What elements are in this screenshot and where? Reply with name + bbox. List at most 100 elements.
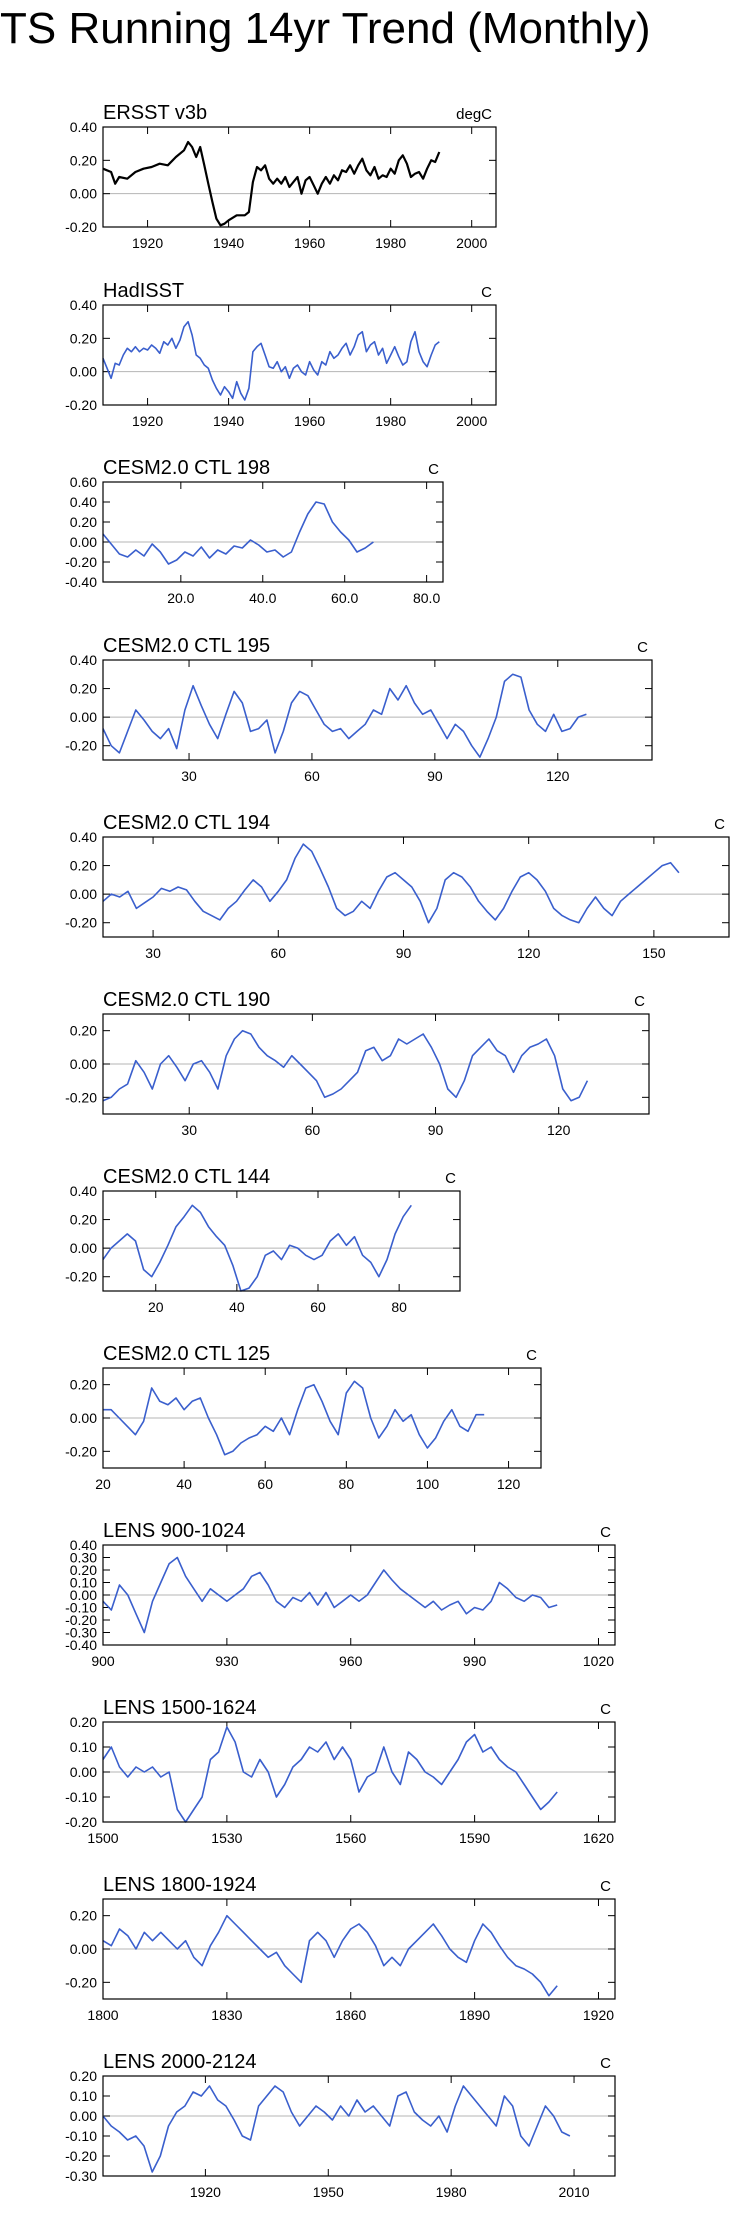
- y-tick-label: 0.40: [70, 652, 97, 668]
- series-line: [102, 1029, 589, 1102]
- plot-frame: [102, 2075, 616, 2177]
- y-tick-label: -0.40: [65, 1637, 97, 1653]
- series-line: [102, 501, 374, 565]
- y-tick-label: 0.40: [70, 297, 97, 313]
- chart-panel-2: HadISST C -0.20 0.00 0.20 0.40 1920 1940 1960 198…: [65, 280, 497, 429]
- x-tick-label: 120: [517, 945, 541, 961]
- panel-title: LENS 2000-2124: [103, 2051, 256, 2073]
- y-tick-label: 0.20: [70, 1562, 97, 1578]
- panel-units-label: C: [445, 1170, 456, 1187]
- y-tick-label: 0.60: [70, 474, 97, 490]
- chart-panel-4: CESM2.0 CTL 195 C -0.20 0.00 0.20 0.40 30 60 90 1…: [65, 635, 653, 784]
- x-tick-label: 1560: [335, 1830, 366, 1846]
- x-tick-label: 30: [181, 768, 197, 784]
- x-tick-label: 60: [310, 1299, 326, 1315]
- y-tick-label: 0.20: [70, 1212, 97, 1228]
- x-tick-label: 1800: [87, 2007, 118, 2023]
- y-tick-label: 0.00: [70, 886, 97, 902]
- x-tick-label: 90: [428, 1122, 444, 1138]
- x-tick-label: 1860: [335, 2007, 366, 2023]
- plot-frame: [102, 1013, 650, 1115]
- x-tick-label: 960: [339, 1653, 363, 1669]
- y-tick-label: 0.00: [70, 709, 97, 725]
- y-tick-label: -0.20: [65, 219, 97, 235]
- panel-title: LENS 1800-1924: [103, 1874, 256, 1896]
- plot-frame: [102, 304, 497, 406]
- plot-frame: [102, 1544, 616, 1646]
- y-tick-label: 0.20: [70, 1714, 97, 1730]
- y-tick-label: -0.20: [65, 1269, 97, 1285]
- x-tick-label: 90: [427, 768, 443, 784]
- y-tick-label: -0.20: [65, 1089, 97, 1105]
- plot-frame: [102, 126, 497, 228]
- plot-frame: [102, 659, 653, 761]
- x-tick-label: 1620: [583, 1830, 614, 1846]
- x-tick-label: 1590: [459, 1830, 490, 1846]
- x-tick-label: 1530: [211, 1830, 242, 1846]
- x-tick-label: 80: [339, 1476, 355, 1492]
- series-line: [102, 1914, 558, 1997]
- panel-title: ERSST v3b: [103, 102, 207, 124]
- x-tick-label: 2010: [558, 2184, 589, 2200]
- x-tick-label: 60: [257, 1476, 273, 1492]
- x-tick-label: 120: [547, 1122, 571, 1138]
- x-tick-label: 1020: [583, 1653, 614, 1669]
- x-tick-label: 1980: [375, 413, 406, 429]
- panel-units-label: C: [714, 816, 725, 833]
- chart-panel-12: LENS 2000-2124 C -0.30 -0.20 -0.10 0.00 0.10 0.…: [65, 2051, 616, 2200]
- x-tick-label: 20: [95, 1476, 111, 1492]
- chart-panel-5: CESM2.0 CTL 194 C -0.20 0.00 0.20 0.40 30 60 90 1…: [65, 812, 730, 961]
- x-tick-label: 1940: [213, 235, 244, 251]
- y-tick-label: 0.00: [70, 1240, 97, 1256]
- y-tick-label: 0.20: [70, 1908, 97, 1924]
- y-tick-label: 0.10: [70, 1575, 97, 1591]
- panel-title: CESM2.0 CTL 195: [103, 635, 270, 657]
- y-tick-label: 0.40: [70, 829, 97, 845]
- chart-panel-8: CESM2.0 CTL 125 C -0.20 0.00 0.20 20 40 60 80 100…: [65, 1343, 542, 1492]
- y-tick-label: 0.00: [70, 1410, 97, 1426]
- y-tick-label: -0.20: [65, 397, 97, 413]
- x-tick-label: 2000: [456, 235, 487, 251]
- series-line: [102, 1204, 412, 1292]
- x-tick-label: 1890: [459, 2007, 490, 2023]
- y-tick-label: -0.30: [65, 1625, 97, 1641]
- y-tick-label: -0.10: [65, 2128, 97, 2144]
- plot-frame: [102, 1367, 542, 1469]
- chart-panel-9: LENS 900-1024 C-0.40-0.30-0.20-0.100.000.…: [65, 1520, 616, 1669]
- y-tick-label: 0.20: [70, 681, 97, 697]
- x-tick-label: 1960: [294, 413, 325, 429]
- x-tick-label: 60: [304, 768, 320, 784]
- panel-title: LENS 1500-1624: [103, 1697, 256, 1719]
- y-tick-label: 0.40: [70, 1537, 97, 1553]
- panel-units-label: C: [526, 1347, 537, 1364]
- panel-units-label: C: [481, 284, 492, 301]
- panel-title: CESM2.0 CTL 125: [103, 1343, 270, 1365]
- chart-panel-11: LENS 1800-1924 C -0.20 0.00 0.20 1800 1830 1860…: [65, 1874, 616, 2023]
- y-tick-label: -0.30: [65, 2168, 97, 2184]
- plot-frame: [102, 1190, 461, 1292]
- x-tick-label: 120: [546, 768, 570, 784]
- series-line: [102, 320, 440, 401]
- plot-frame: [102, 481, 444, 583]
- series-line: [103, 1380, 485, 1456]
- y-tick-label: -0.20: [65, 1974, 97, 1990]
- y-tick-label: 0.00: [70, 1941, 97, 1957]
- y-tick-label: -0.20: [65, 1612, 97, 1628]
- y-tick-label: 0.20: [70, 152, 97, 168]
- panel-units-label: C: [600, 1878, 611, 1895]
- x-tick-label: 930: [215, 1653, 239, 1669]
- y-tick-label: 0.00: [70, 364, 97, 380]
- y-tick-label: -0.20: [65, 554, 97, 570]
- panel-units-label: C: [634, 993, 645, 1010]
- panel-title: CESM2.0 CTL 194: [103, 812, 270, 834]
- series-line: [102, 1726, 558, 1823]
- x-tick-label: 900: [91, 1653, 115, 1669]
- panel-units-label: C: [600, 2055, 611, 2072]
- x-tick-label: 990: [463, 1653, 487, 1669]
- y-tick-label: -0.20: [65, 738, 97, 754]
- x-tick-label: 1980: [375, 235, 406, 251]
- y-tick-label: 0.40: [70, 1183, 97, 1199]
- series-line: [102, 843, 680, 924]
- y-tick-label: 0.30: [70, 1550, 97, 1566]
